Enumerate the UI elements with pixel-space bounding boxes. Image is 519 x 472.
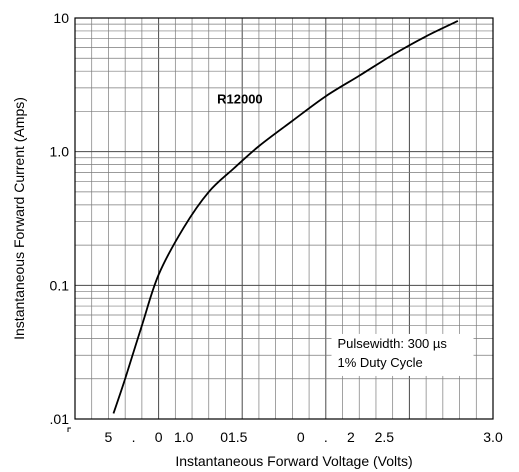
x-tick-label: . — [324, 429, 328, 445]
annotation-background — [331, 333, 474, 376]
y-tick-label: 1.0 — [50, 144, 70, 160]
x-tick-label: 01.5 — [220, 429, 247, 445]
series-label-r12000: R12000 — [217, 91, 263, 106]
tick-labels: .01 0.1 1.0 10 5. 0 1.0 01.5 0. 2 2.5 3.0 — [50, 10, 503, 445]
corner-tick-mark — [67, 427, 71, 432]
y-tick-label: .01 — [50, 411, 70, 427]
y-tick-label: 10 — [53, 10, 69, 26]
x-tick-label: 3.0 — [483, 429, 503, 445]
annotation-box: Pulsewidth: 300 µs 1% Duty Cycle — [331, 333, 474, 376]
y-axis-label: Instantaneous Forward Current (Amps) — [11, 97, 27, 340]
x-tick-label: 0 — [297, 429, 305, 445]
series-curves — [112, 20, 459, 414]
annotation-duty-cycle: 1% Duty Cycle — [338, 355, 423, 370]
x-tick-label: 2.5 — [375, 429, 395, 445]
series-line-r12000 — [112, 20, 459, 414]
x-tick-label: 5 — [105, 429, 113, 445]
plot-frame — [74, 17, 494, 420]
x-tick-label: 2 — [347, 429, 355, 445]
annotation-pulsewidth: Pulsewidth: 300 µs — [338, 336, 448, 351]
y-tick-label: 0.1 — [50, 277, 70, 293]
x-tick-label: 1.0 — [174, 429, 194, 445]
x-tick-label: . — [132, 429, 136, 445]
x-tick-label: 0 — [155, 429, 163, 445]
x-axis-label: Instantaneous Forward Voltage (Volts) — [175, 453, 412, 469]
